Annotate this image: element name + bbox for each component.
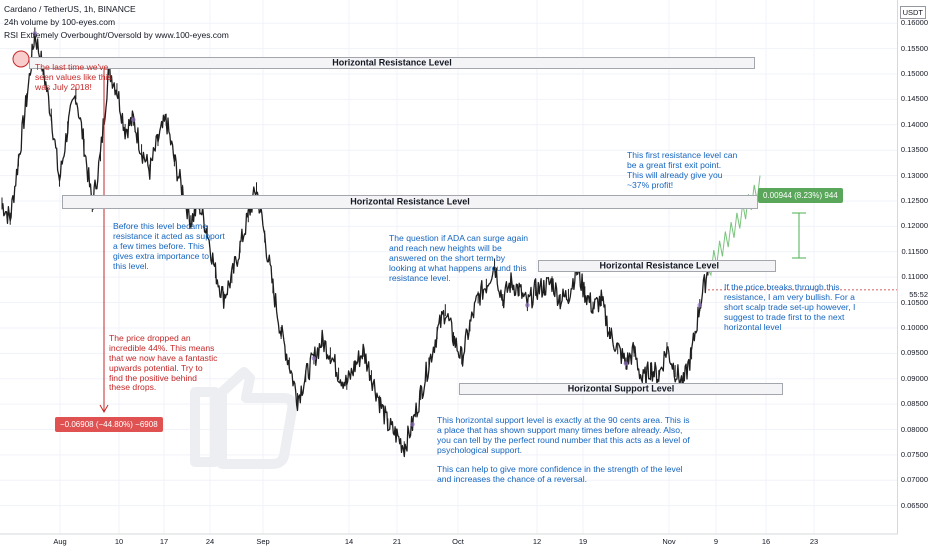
time-tick-label: Aug [53, 537, 67, 546]
price-tick-label: 0.15000 [900, 69, 928, 79]
time-tick-label: 21 [392, 537, 402, 546]
peak-highlight-circle [12, 50, 30, 68]
exit-point-annotation: This first resistance level can be a gre… [627, 150, 738, 190]
rsi-marker [525, 302, 530, 308]
resistance-zone-top: Horizontal Resistance Level [29, 57, 755, 69]
time-tick-label: 19 [578, 537, 588, 546]
price-tick-label: 0.13500 [900, 145, 928, 155]
price-tick-label: 0.15500 [900, 43, 928, 53]
price-tick-label: 0.08500 [900, 399, 928, 409]
price-tick-label: 0.10500 [900, 297, 928, 307]
price-tick-label: 0.07000 [900, 475, 928, 485]
rsi-marker [410, 422, 415, 427]
drop-measure-arrow [99, 404, 109, 414]
price-tick-label: 0.08000 [900, 424, 928, 434]
rsi-indicator-label: RSI Extremely Overbought/Oversold by www… [4, 30, 229, 40]
rsi-marker [131, 117, 136, 123]
time-tick-label: 16 [761, 537, 771, 546]
price-tick-label: 0.13000 [900, 170, 928, 180]
price-tick-label: 0.14500 [900, 94, 928, 104]
rsi-marker [697, 302, 703, 308]
gain-measure-badge: 0.00944 (8.23%) 944 [758, 188, 843, 203]
drop-annotation: The price dropped an incredible 44%. Thi… [109, 333, 218, 393]
rsi-marker [623, 361, 629, 366]
peak-annotation: The last time we've seen values like thi… [35, 62, 112, 92]
price-tick-label: 0.11500 [901, 246, 928, 256]
time-tick-label: 9 [713, 537, 719, 546]
drop-measure-badge: −0.06908 (−44.80%) −6908 [55, 417, 163, 432]
round-number-annotation: This horizontal support level is exactly… [437, 415, 690, 485]
time-tick-label: 17 [159, 537, 169, 546]
resistance-zone-top-label: Horizontal Resistance Level [332, 57, 452, 68]
time-tick-label: Sep [256, 537, 270, 546]
currency-button[interactable]: USDT [899, 6, 926, 19]
time-tick-label: Oct [452, 537, 464, 546]
volume-indicator-label: 24h volume by 100-eyes.com [4, 17, 116, 27]
candle-countdown: 55:52 [909, 290, 928, 299]
time-tick-label: 24 [205, 537, 215, 546]
time-tick-label: 23 [809, 537, 819, 546]
support-zone: Horizontal Support Level [459, 383, 783, 395]
resistance-zone-right: Horizontal Resistance Level [538, 260, 776, 272]
price-tick-label: 0.12000 [900, 221, 928, 231]
time-tick-label: Nov [662, 537, 676, 546]
resistance-zone-right-label: Horizontal Resistance Level [599, 260, 719, 271]
thumbs-up-watermark [190, 367, 298, 469]
price-tick-label: 0.06500 [900, 500, 928, 510]
price-tick-label: 0.16000 [900, 18, 928, 28]
support-zone-label: Horizontal Support Level [567, 383, 675, 394]
price-axis[interactable]: 0.16000 0.15500 0.15000 0.14500 0.14000 0.135… [897, 0, 932, 534]
resistance-zone-mid: Horizontal Resistance Level [62, 195, 758, 209]
price-tick-label: 0.09000 [900, 373, 928, 383]
breakout-annotation: If the price breaks through this resista… [724, 282, 856, 332]
price-tick-label: 0.14000 [900, 119, 928, 129]
price-tick-label: 0.10000 [900, 322, 928, 332]
time-tick-label: 14 [344, 537, 354, 546]
question-annotation: The question if ADA can surge again and … [389, 233, 529, 283]
price-tick-label: 0.12500 [900, 195, 928, 205]
time-tick-label: 12 [532, 537, 542, 546]
price-tick-label: 0.09500 [900, 348, 928, 358]
resistance-zone-mid-label: Horizontal Resistance Level [350, 196, 470, 207]
price-tick-label: 0.07500 [900, 449, 928, 459]
chart-title: Cardano / TetherUS, 1h, BINANCE [4, 4, 136, 14]
time-tick-label: 10 [114, 537, 124, 546]
support-history-annotation: Before this level became resistance it a… [113, 221, 225, 271]
rsi-marker [311, 356, 317, 361]
price-tick-label: 0.11000 [901, 272, 928, 282]
rsi-marker [32, 31, 38, 36]
